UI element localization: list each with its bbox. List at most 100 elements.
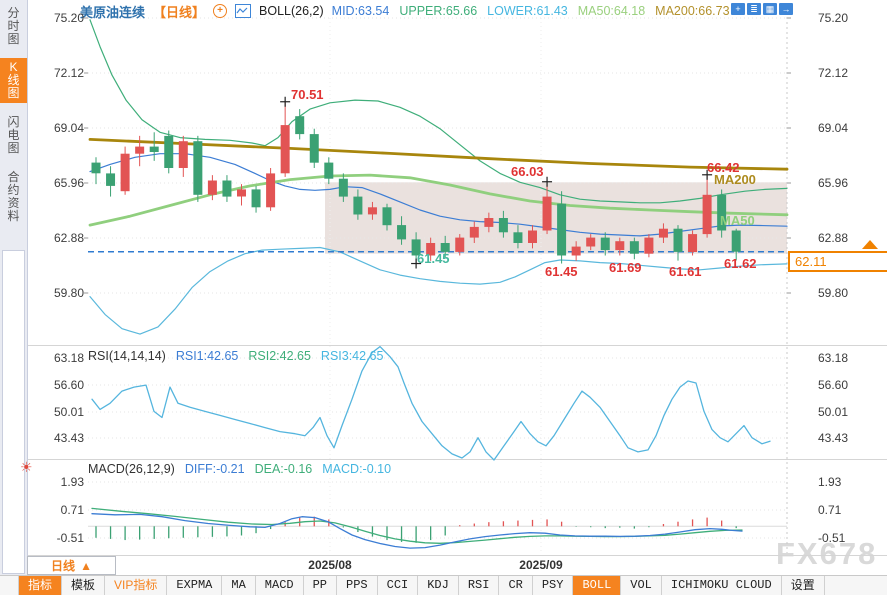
indicator-values: MID:63.54 UPPER:65.66 LOWER:61.43 MA50:64.1… [332, 4, 740, 18]
toolbar-item-vol[interactable]: VOL [621, 576, 662, 595]
sidebar-item-kline[interactable]: K 线 图 [0, 58, 27, 103]
axis-tick-label: 65.96 [53, 176, 84, 190]
toolbar-item-pps[interactable]: PPS [337, 576, 378, 595]
sidebar-item-contract-info[interactable]: 合 约 资 料 [7, 170, 20, 223]
toolbar-item-macd[interactable]: MACD [256, 576, 304, 595]
axis-tick-label: 43.43 [53, 431, 84, 445]
alert-add-icon[interactable]: + [213, 4, 228, 18]
macd-header: MACD(26,12,9) DIFF:-0.21 DEA:-0.16 MACD:-0.… [88, 462, 391, 476]
toolbar-item-模板[interactable]: 模板 [62, 576, 106, 595]
indicator-value: MA200:66.73 [655, 4, 730, 18]
macd-value: DEA:-0.16 [254, 462, 313, 476]
ma-label: MA50 [720, 213, 755, 228]
axis-tick-label: 0.71 [818, 503, 842, 517]
rsi-value: RSI(14,14,14) [88, 349, 166, 363]
indicator-value: MID:63.54 [331, 4, 390, 18]
axis-tick-label: 56.60 [818, 378, 849, 392]
layout-grid-icon[interactable]: ≣ [747, 3, 761, 15]
price-annotation: 61.45 [417, 251, 450, 266]
window-controls: + ≣ ▦ → [731, 3, 793, 15]
toolbar-item-expma[interactable]: EXPMA [167, 576, 223, 595]
x-axis-label: 2025/08 [308, 558, 352, 572]
rsi-value: RSI1:42.65 [175, 349, 239, 363]
axis-tick-label: 59.80 [818, 286, 849, 300]
toolbar-item-cci[interactable]: CCI [378, 576, 419, 595]
price-up-arrow-icon [862, 240, 878, 249]
sidebar-item-timeshare[interactable]: 分 时 图 [7, 6, 20, 46]
axis-tick-label: 63.18 [818, 351, 849, 365]
macd-value: MACD(26,12,9) [88, 462, 175, 476]
x-axis-label: 2025/09 [519, 558, 563, 572]
axis-tick-label: -0.51 [56, 531, 84, 545]
toolbar-item-指标[interactable]: 指标 [19, 576, 63, 595]
axis-tick-label: -0.51 [818, 531, 846, 545]
axis-tick-label: 75.20 [53, 11, 84, 25]
period-selector[interactable]: 日线 ▲ [27, 556, 116, 575]
indicator-value: MA50:64.18 [577, 4, 646, 18]
toolbar-item-pp[interactable]: PP [304, 576, 338, 595]
sidebar: 分 时 图 K 线 图闪 电 图合 约 资 料 [0, 0, 28, 575]
axis-tick-label: 69.04 [818, 121, 849, 135]
collapse-panel-icon[interactable]: → [779, 3, 793, 15]
axis-tick-label: 1.93 [60, 475, 84, 489]
rsi-header: RSI(14,14,14) RSI1:42.65 RSI2:42.65 RSI3:42… [88, 349, 383, 363]
rsi-value: RSI3:42.65 [320, 349, 384, 363]
axis-tick-label: 62.88 [53, 231, 84, 245]
ma-label: MA200 [714, 172, 756, 187]
chart-header: 美原油连续 【日线】 + BOLL(26,2) MID:63.54 UPPER:6… [80, 2, 740, 20]
indicator-chart-icon [235, 4, 252, 18]
toolbar-item-设置[interactable]: 设置 [782, 576, 825, 595]
price-annotation: 61.61 [669, 264, 702, 279]
axis-tick-label: 62.88 [818, 231, 849, 245]
toolbar-item-ichimoku-cloud[interactable]: ICHIMOKU CLOUD [662, 576, 782, 595]
toolbar-item-kdj[interactable]: KDJ [418, 576, 459, 595]
axis-tick-label: 59.80 [53, 286, 84, 300]
macd-sun-icon[interactable]: ☀ [20, 459, 33, 475]
axis-tick-label: 56.60 [53, 378, 84, 392]
price-annotation: 61.69 [609, 260, 642, 275]
toolbar-item-vip指标[interactable]: VIP指标 [105, 576, 168, 595]
symbol-name[interactable]: 美原油连续 [80, 4, 146, 20]
toolbar-item-ma[interactable]: MA [222, 576, 256, 595]
toolbar-item-psy[interactable]: PSY [533, 576, 574, 595]
toolbar-item-cr[interactable]: CR [499, 576, 533, 595]
chevron-up-icon: ▲ [80, 558, 92, 573]
toolbar-item-rsi[interactable]: RSI [459, 576, 500, 595]
axis-tick-label: 72.12 [818, 66, 849, 80]
axis-tick-label: 63.18 [53, 351, 84, 365]
axis-tick-label: 69.04 [53, 121, 84, 135]
indicator-value: UPPER:65.66 [399, 4, 478, 18]
price-annotation: 66.42 [707, 160, 740, 175]
new-window-icon[interactable]: ▦ [763, 3, 777, 15]
current-price-box: 62.11 [788, 251, 887, 272]
axis-tick-label: 1.93 [818, 475, 842, 489]
price-annotation: 61.45 [545, 264, 578, 279]
sidebar-panel [2, 250, 25, 574]
price-annotation: 61.62 [724, 256, 757, 271]
indicator-name: BOLL(26,2) [259, 4, 324, 18]
axis-tick-label: 50.01 [818, 405, 849, 419]
period-selector-label: 日线 [51, 559, 76, 573]
sidebar-item-lightning[interactable]: 闪 电 图 [7, 115, 20, 155]
current-price-value: 62.11 [795, 254, 827, 269]
price-annotation: 70.51 [291, 87, 324, 102]
crosshair-icon[interactable]: + [731, 3, 745, 15]
axis-tick-label: 50.01 [53, 405, 84, 419]
rsi-value: RSI2:42.65 [248, 349, 311, 363]
axis-tick-label: 65.96 [818, 176, 849, 190]
price-annotation: 66.03 [511, 164, 544, 179]
watermark: FX678 [776, 536, 878, 571]
macd-value: DIFF:-0.21 [184, 462, 245, 476]
axis-tick-label: 0.71 [60, 503, 84, 517]
toolbar-item-boll[interactable]: BOLL [573, 576, 622, 595]
x-axis-row [27, 555, 887, 576]
period-badge[interactable]: 【日线】 [153, 4, 206, 20]
indicator-value: LOWER:61.43 [487, 4, 568, 18]
axis-tick-label: 43.43 [818, 431, 849, 445]
toolbar-spacer [0, 576, 19, 595]
axis-tick-label: 72.12 [53, 66, 84, 80]
toolbar: 指标 模板 VIP指标 EXPMA MA MACD PP PPS CCI KDJ RSI CR PSY B… [0, 575, 887, 595]
axis-tick-label: 75.20 [818, 11, 849, 25]
